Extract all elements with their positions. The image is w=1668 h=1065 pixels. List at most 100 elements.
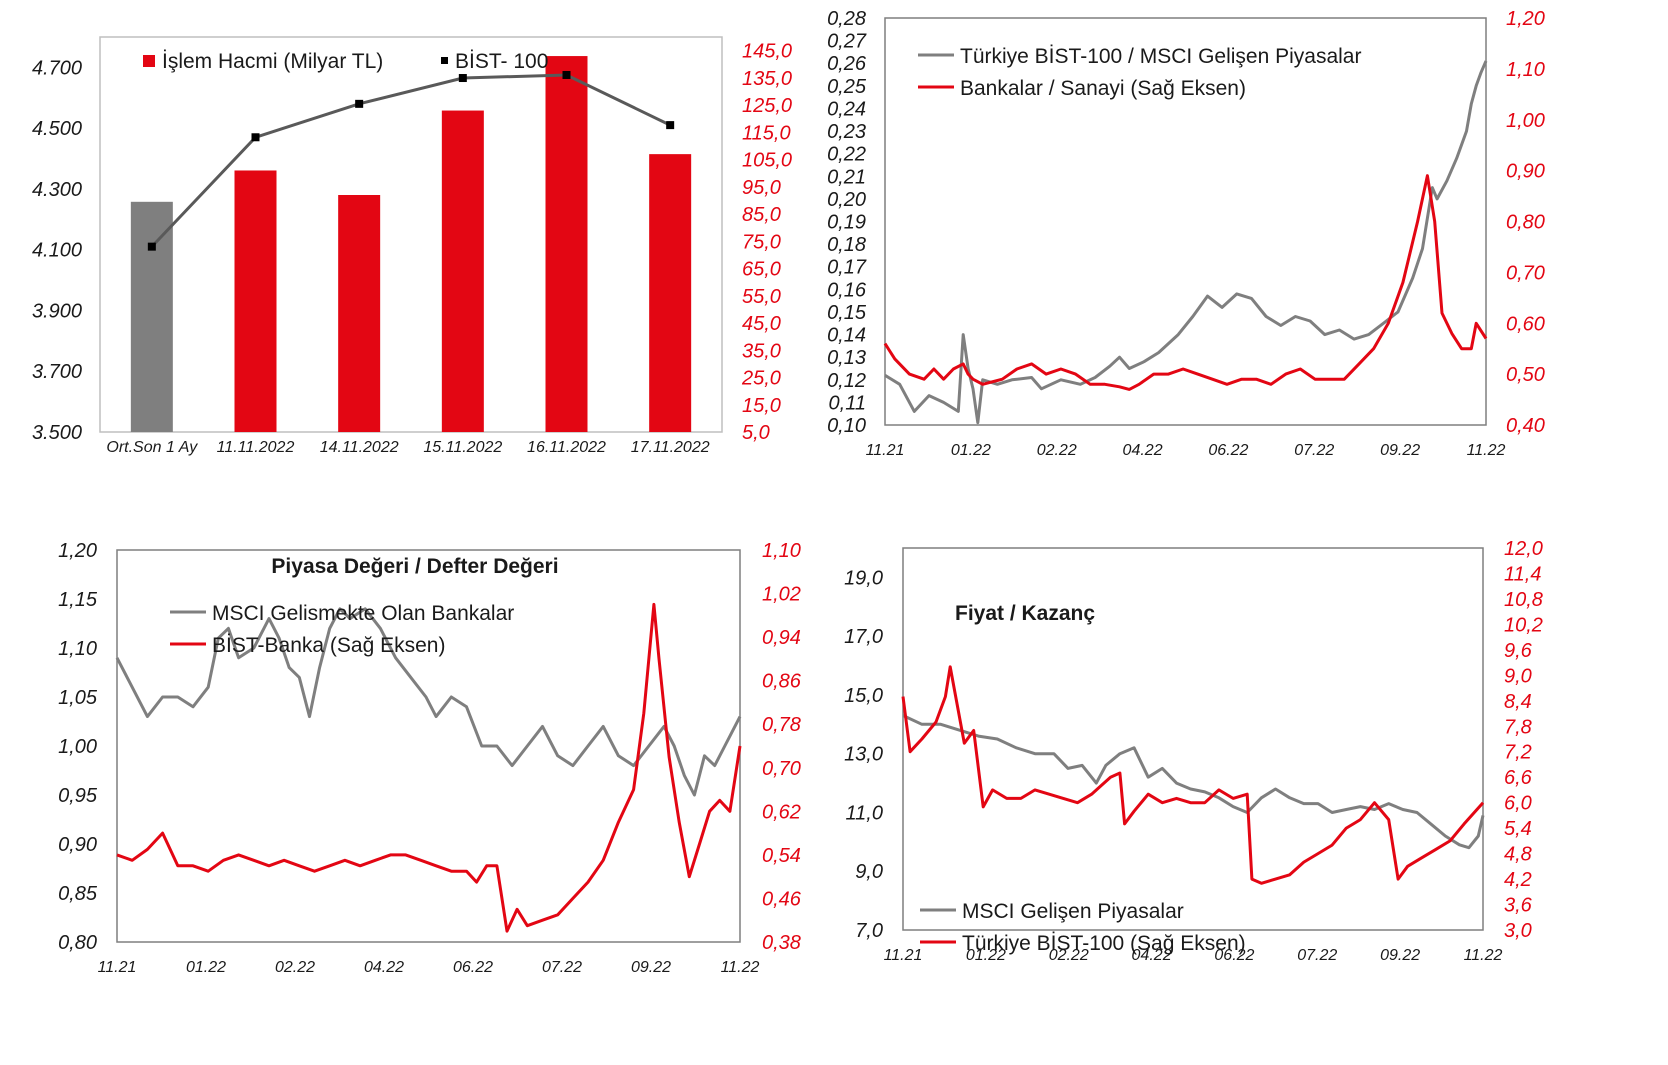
- pe-x-tick: 11.22: [1464, 947, 1503, 964]
- volume-bar: [234, 170, 277, 432]
- relative-y-right-tick: 0,70: [1506, 262, 1545, 284]
- pbv-legend-label: MSCI Gelismekte Olan Bankalar: [212, 602, 514, 625]
- volume-y-right-tick: 45,0: [742, 313, 781, 335]
- relative-y-right-tick: 0,40: [1506, 415, 1545, 437]
- volume-x-tick: 15.11.2022: [423, 439, 502, 456]
- pbv-y-left-tick: 1,00: [58, 736, 97, 758]
- relative-x-tick: 02.22: [1037, 442, 1077, 459]
- volume-y-left-tick: 4.100: [32, 240, 82, 262]
- relative-y-left-tick: 0,13: [827, 347, 866, 369]
- pbv-y-right-tick: 0,94: [762, 627, 801, 649]
- volume-y-right-tick: 135,0: [742, 68, 792, 90]
- pe-y-right-tick: 10,2: [1504, 614, 1543, 636]
- pe-y-right-tick: 4,8: [1504, 844, 1532, 866]
- pe-y-left-tick: 19,0: [844, 567, 883, 589]
- pbv-y-left-tick: 0,95: [58, 785, 98, 807]
- pe-y-right-tick: 6,6: [1504, 767, 1533, 789]
- pbv-y-right-tick: 0,62: [762, 801, 801, 823]
- pe-x-tick: 01.22: [966, 947, 1006, 964]
- volume-bar: [338, 195, 381, 432]
- relative-y-right-tick: 1,20: [1506, 8, 1545, 30]
- relative-x-tick: 11.22: [1467, 442, 1506, 459]
- pbv-y-right-tick: 0,78: [762, 714, 801, 736]
- relative-y-left-tick: 0,19: [827, 212, 866, 234]
- volume-bar: [545, 56, 588, 432]
- volume-y-right-tick: 85,0: [742, 204, 781, 226]
- pbv-x-tick: 07.22: [542, 959, 582, 976]
- volume-y-left-tick: 3.500: [32, 422, 82, 444]
- pbv-y-right-tick: 0,38: [762, 932, 801, 954]
- pe-y-right-tick: 3,6: [1504, 895, 1533, 917]
- relative-y-left-tick: 0,25: [827, 76, 867, 98]
- pbv-y-left-tick: 0,80: [58, 932, 97, 954]
- volume-bar: [649, 154, 692, 432]
- relative-y-left-tick: 0,28: [827, 8, 866, 30]
- volume-y-left-tick: 4.700: [32, 57, 82, 79]
- pe-plot-frame: [902, 547, 1484, 931]
- pe-x-tick: 07.22: [1297, 947, 1337, 964]
- bist100-marker: [666, 121, 675, 130]
- pe-y-right-tick: 11,4: [1504, 563, 1541, 585]
- pbv-series-line: [116, 602, 742, 933]
- pbv-y-left-tick: 1,15: [58, 589, 98, 611]
- volume-chart: 3.500 3.700 3.900 4.100 4.300 4.500 4.700 5,0 15…: [32, 36, 792, 456]
- pe-x-tick: 09.22: [1380, 947, 1420, 964]
- pe-legend-label: MSCI Gelişen Piyasalar: [962, 900, 1184, 923]
- pbv-y-right-tick: 0,70: [762, 758, 801, 780]
- relative-legend-label: Bankalar / Sanayi (Sağ Eksen): [960, 77, 1246, 100]
- relative-x-tick: 07.22: [1294, 442, 1334, 459]
- relative-x-tick: 09.22: [1380, 442, 1420, 459]
- pe-x-tick: 04.22: [1132, 947, 1172, 964]
- pbv-x-tick: 11.21: [98, 959, 137, 976]
- pbv-chart: 0,80 0,85 0,90 0,95 1,00 1,05 1,10 1,15 1,20 0,38…: [58, 540, 802, 976]
- relative-y-left-tick: 0,14: [827, 325, 866, 347]
- bist100-legend-label: BİST- 100: [455, 50, 548, 73]
- volume-bar: [441, 110, 484, 432]
- pe-chart: 7,0 9,0 11,0 13,0 15,0 17,0 19,0 3,0 3,6 4,2 4,8 5,…: [844, 538, 1543, 964]
- relative-y-right-tick: 0,80: [1506, 212, 1545, 234]
- bist100-marker: [562, 70, 571, 79]
- relative-y-left-tick: 0,26: [827, 53, 867, 75]
- pe-y-left-tick: 7,0: [855, 920, 883, 942]
- pbv-legend-label: BİST-Banka (Sağ Eksen): [212, 634, 445, 657]
- bist100-marker: [251, 133, 260, 142]
- pbv-y-right-tick: 0,54: [762, 845, 801, 867]
- pe-y-right-tick: 7,2: [1504, 742, 1532, 764]
- bist100-marker: [147, 242, 156, 251]
- relative-y-left-tick: 0,15: [827, 302, 867, 324]
- relative-y-right-tick: 1,10: [1506, 59, 1545, 81]
- pbv-y-left-tick: 0,85: [58, 883, 98, 905]
- relative-y-left-tick: 0,16: [827, 279, 867, 301]
- pe-y-right-tick: 9,6: [1504, 640, 1533, 662]
- pe-y-left-tick: 11,0: [846, 802, 883, 824]
- volume-x-tick: Ort.Son 1 Ay: [106, 439, 198, 456]
- pe-y-right-tick: 12,0: [1504, 538, 1543, 560]
- volume-x-tick: 17.11.2022: [631, 439, 710, 456]
- volume-y-right-tick: 115,0: [742, 122, 791, 144]
- relative-y-left-tick: 0,27: [827, 31, 867, 53]
- volume-y-left-tick: 4.500: [32, 118, 82, 140]
- pbv-y-right-tick: 1,10: [762, 540, 801, 562]
- pe-y-right-tick: 8,4: [1504, 691, 1532, 713]
- volume-y-right-tick: 125,0: [742, 95, 792, 117]
- pbv-title: Piyasa Değeri / Defter Değeri: [271, 555, 558, 578]
- pe-y-left-tick: 13,0: [844, 744, 883, 766]
- relative-plot-frame: [884, 17, 1487, 426]
- volume-legend-swatch: [143, 55, 155, 67]
- volume-y-right-tick: 5,0: [742, 422, 770, 444]
- volume-y-left-tick: 4.300: [32, 179, 82, 201]
- pbv-x-tick: 01.22: [186, 959, 226, 976]
- volume-x-tick: 14.11.2022: [320, 439, 399, 456]
- volume-y-left-tick: 3.900: [32, 300, 82, 322]
- bist100-marker: [458, 74, 467, 83]
- pbv-y-left-tick: 0,90: [58, 834, 97, 856]
- relative-y-left-tick: 0,23: [827, 121, 866, 143]
- pbv-x-tick: 02.22: [275, 959, 315, 976]
- volume-y-right-tick: 145,0: [742, 41, 792, 63]
- relative-y-left-tick: 0,22: [827, 144, 866, 166]
- volume-y-right-tick: 75,0: [742, 231, 781, 253]
- pe-y-left-tick: 17,0: [844, 626, 883, 648]
- pbv-y-right-tick: 1,02: [762, 584, 801, 606]
- pe-series-line: [901, 665, 1485, 885]
